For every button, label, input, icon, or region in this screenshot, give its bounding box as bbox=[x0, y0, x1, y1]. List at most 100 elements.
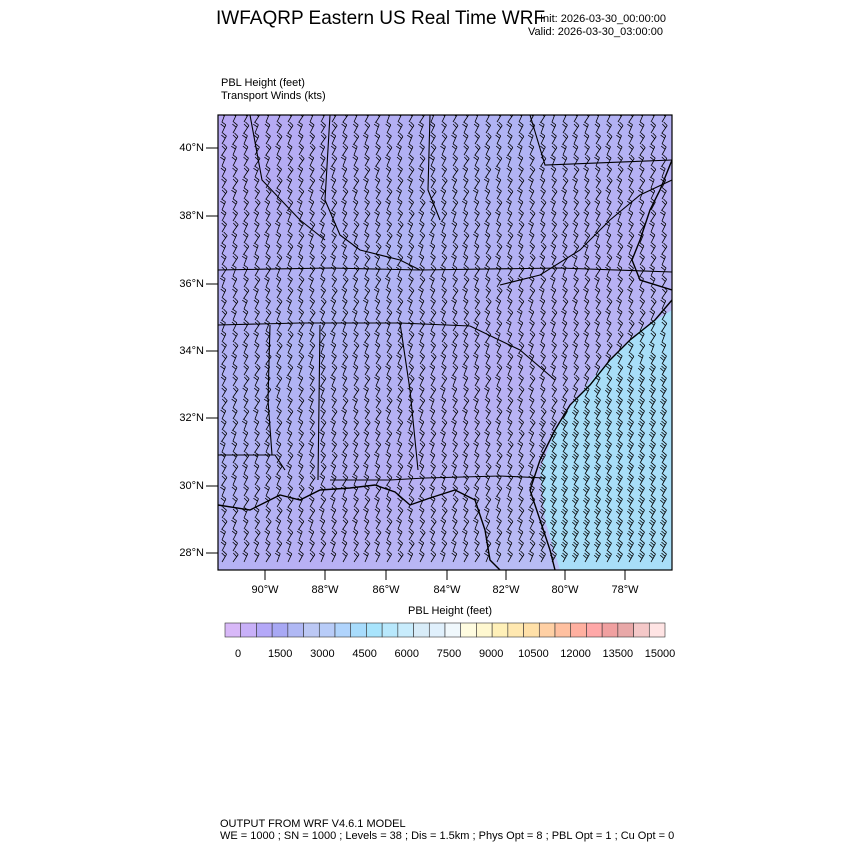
wind-barb bbox=[627, 121, 633, 134]
wind-barb bbox=[232, 220, 239, 233]
wind-barb bbox=[572, 297, 578, 310]
wind-barb bbox=[264, 121, 271, 134]
wind-barb bbox=[518, 253, 524, 266]
wind-barb bbox=[385, 154, 391, 167]
wind-barb bbox=[540, 352, 546, 365]
wind-barb bbox=[331, 275, 337, 288]
wind-barb bbox=[572, 143, 579, 156]
wind-barb bbox=[661, 231, 667, 244]
wind-barb bbox=[539, 132, 546, 145]
wind-barb bbox=[285, 374, 292, 387]
wind-barb bbox=[661, 187, 667, 200]
wind-barb bbox=[616, 396, 623, 409]
wind-barb bbox=[616, 297, 622, 310]
wind-barb bbox=[429, 374, 436, 387]
wind-barb bbox=[342, 275, 349, 288]
wind-barb bbox=[408, 275, 414, 288]
wind-barb bbox=[529, 198, 535, 211]
wind-barb bbox=[605, 275, 612, 288]
wind-barb bbox=[595, 308, 602, 321]
wind-barb bbox=[507, 187, 514, 200]
wind-barb bbox=[385, 330, 392, 343]
wind-barb bbox=[221, 264, 228, 277]
colorbar-label: 4500 bbox=[352, 648, 377, 660]
wind-barb bbox=[308, 242, 315, 255]
wind-barb bbox=[254, 154, 261, 167]
wind-barb bbox=[265, 341, 271, 354]
wind-barb bbox=[650, 253, 657, 266]
wind-barb bbox=[562, 330, 568, 343]
wind-barb bbox=[495, 308, 502, 321]
wind-barb bbox=[495, 143, 502, 156]
wind-barb bbox=[243, 154, 249, 167]
wind-barb bbox=[419, 363, 426, 376]
wind-barb bbox=[660, 253, 666, 266]
wind-barb bbox=[540, 198, 547, 211]
wind-barb bbox=[518, 209, 524, 222]
colorbar-box bbox=[617, 622, 634, 638]
wind-barb bbox=[253, 341, 260, 354]
wind-barb bbox=[595, 143, 602, 156]
wind-barb bbox=[430, 187, 437, 200]
wind-barb bbox=[474, 132, 480, 145]
wind-barb bbox=[485, 374, 492, 387]
wind-barb bbox=[375, 407, 382, 420]
wind-barb bbox=[352, 187, 358, 200]
wind-barb bbox=[617, 231, 623, 244]
wind-barb bbox=[254, 187, 260, 200]
wind-barb bbox=[254, 308, 260, 321]
wind-barb bbox=[342, 187, 349, 200]
wind-barb bbox=[572, 385, 579, 398]
colorbar-box bbox=[507, 622, 524, 638]
wind-barb bbox=[505, 319, 512, 332]
wind-barb bbox=[529, 154, 535, 167]
wind-barb bbox=[649, 231, 656, 244]
wind-barb bbox=[275, 264, 281, 277]
wind-barb bbox=[594, 165, 601, 178]
wind-barb bbox=[263, 396, 270, 409]
wind-barb bbox=[407, 187, 414, 200]
wind-barb bbox=[649, 264, 655, 277]
wind-barb bbox=[297, 121, 303, 134]
wind-barb bbox=[297, 297, 304, 310]
wind-barb bbox=[298, 308, 304, 321]
wind-barb bbox=[463, 352, 470, 365]
wind-barb bbox=[606, 286, 612, 299]
wind-barb bbox=[385, 165, 392, 178]
wind-barb bbox=[451, 264, 458, 277]
wind-barb bbox=[517, 407, 524, 420]
wind-barb bbox=[441, 209, 448, 222]
wind-barb bbox=[540, 242, 547, 255]
wind-barb bbox=[604, 220, 611, 233]
wind-barb bbox=[506, 297, 513, 310]
wind-barb bbox=[418, 132, 425, 145]
wind-barb bbox=[353, 132, 360, 145]
wind-barb bbox=[660, 374, 667, 387]
wind-barb bbox=[506, 165, 513, 178]
wind-barb bbox=[353, 220, 360, 233]
wind-barb bbox=[650, 198, 656, 211]
wind-barb bbox=[406, 253, 413, 266]
colorbar-box bbox=[381, 622, 399, 638]
wind-barb bbox=[627, 242, 633, 255]
colorbar-box bbox=[287, 622, 304, 638]
wind-barb bbox=[474, 176, 481, 189]
wind-barb bbox=[287, 319, 293, 332]
wind-barb bbox=[331, 121, 338, 134]
wind-barb bbox=[253, 165, 259, 178]
colorbar-box bbox=[303, 622, 320, 638]
wind-barb bbox=[419, 231, 426, 244]
wind-barb bbox=[518, 220, 525, 233]
wind-barb bbox=[506, 407, 512, 420]
wind-barb bbox=[342, 264, 348, 277]
wind-barb bbox=[528, 275, 535, 288]
wind-barb bbox=[517, 187, 523, 200]
wind-barb bbox=[584, 319, 591, 332]
wind-barb bbox=[496, 319, 503, 332]
wind-barb bbox=[572, 407, 579, 420]
wind-barb bbox=[649, 407, 656, 420]
wind-barb bbox=[396, 198, 403, 211]
wind-barb bbox=[573, 154, 579, 167]
wind-barb bbox=[375, 198, 382, 211]
wind-barb bbox=[572, 396, 579, 409]
